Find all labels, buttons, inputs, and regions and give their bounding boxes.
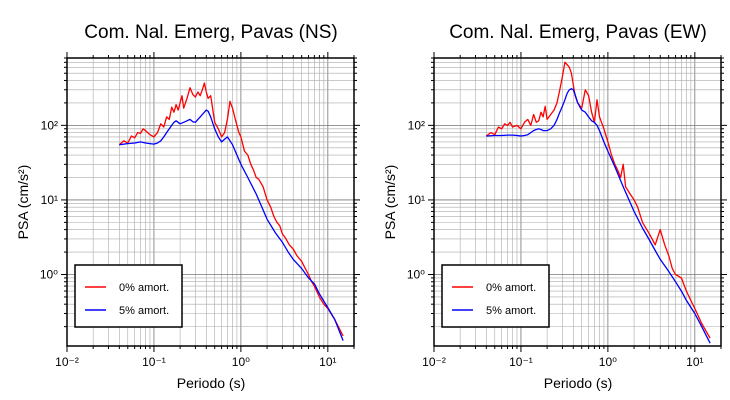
x-tick-label: 10¹ bbox=[319, 355, 336, 369]
x-tick-label: 10⁻² bbox=[422, 355, 446, 369]
plot-frame bbox=[66, 57, 355, 347]
x-tick-label: 10⁻² bbox=[55, 355, 79, 369]
y-tick-label: 10¹ bbox=[41, 193, 58, 207]
x-axis-label: Periodo (s) bbox=[544, 375, 612, 391]
series-line-blue bbox=[486, 88, 711, 344]
tick-group: 10⁻² 10⁻¹ 10⁰ 10¹ 10⁰ 10¹ 10² bbox=[407, 52, 727, 369]
chart-panel-ew: Com. Nal. Emerg, Pavas (EW) Periodo (s) … bbox=[382, 22, 727, 391]
y-axis-label: PSA (cm/s²) bbox=[15, 165, 31, 240]
plot-frame bbox=[433, 57, 722, 347]
y-tick-label: 10⁰ bbox=[40, 268, 58, 282]
legend-label-1: 5% amort. bbox=[119, 305, 169, 317]
series-group bbox=[485, 61, 711, 344]
chart-title: Com. Nal. Emerg, Pavas (NS) bbox=[84, 22, 337, 43]
legend-box bbox=[74, 264, 183, 328]
x-tick-label: 10⁰ bbox=[599, 355, 617, 369]
x-tick-label: 10⁻¹ bbox=[142, 355, 166, 369]
y-tick-label: 10² bbox=[41, 118, 58, 132]
y-tick-label: 10² bbox=[408, 118, 425, 132]
legend: 0% amort. 5% amort. bbox=[441, 264, 550, 328]
chart-panel-ns: Com. Nal. Emerg, Pavas (NS) Periodo (s) … bbox=[15, 22, 360, 391]
legend-label-0: 0% amort. bbox=[119, 282, 169, 294]
x-axis-label: Periodo (s) bbox=[177, 375, 245, 391]
y-axis-label: PSA (cm/s²) bbox=[382, 165, 398, 240]
x-tick-label: 10¹ bbox=[686, 355, 703, 369]
legend-box bbox=[441, 264, 550, 328]
y-tick-label: 10⁰ bbox=[407, 268, 425, 282]
chart-title: Com. Nal. Emerg, Pavas (EW) bbox=[449, 22, 707, 43]
series-line-red bbox=[118, 82, 344, 337]
series-line-blue bbox=[119, 109, 344, 341]
y-tick-label: 10¹ bbox=[408, 193, 425, 207]
x-tick-label: 10⁰ bbox=[232, 355, 250, 369]
legend: 0% amort. 5% amort. bbox=[74, 264, 183, 328]
x-tick-label: 10⁻¹ bbox=[509, 355, 533, 369]
legend-label-1: 5% amort. bbox=[486, 305, 536, 317]
series-group bbox=[118, 82, 344, 341]
legend-label-0: 0% amort. bbox=[486, 282, 536, 294]
